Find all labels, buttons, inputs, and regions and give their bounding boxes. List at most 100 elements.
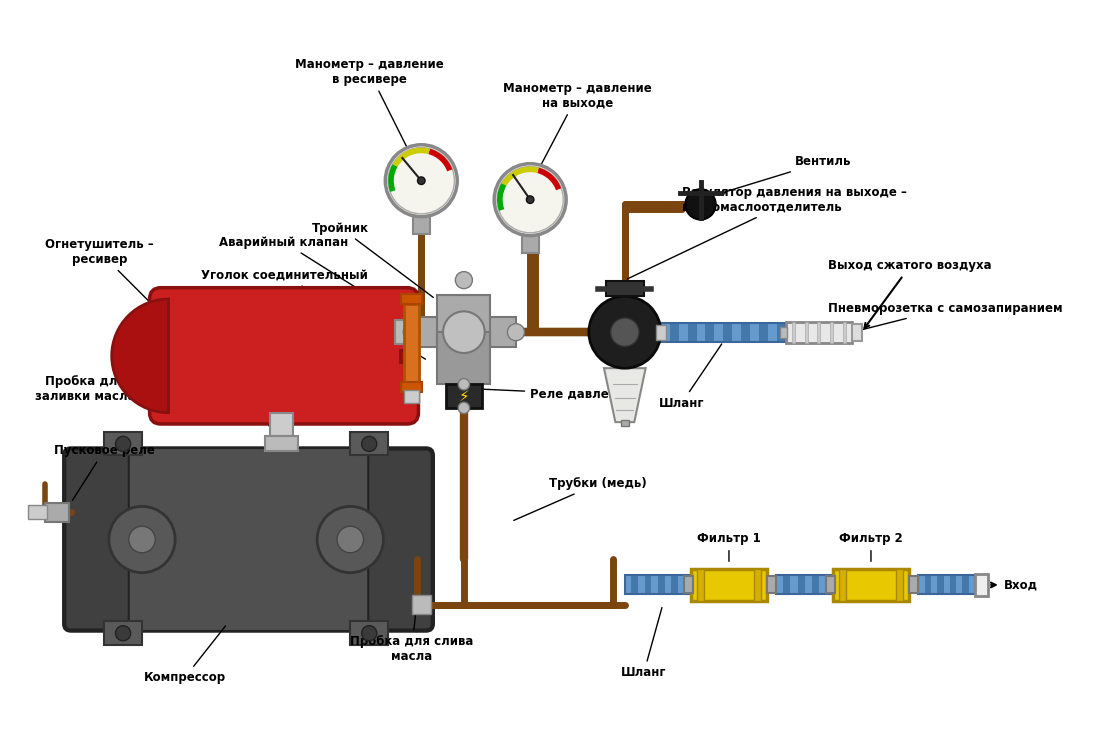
Bar: [696, 323, 705, 341]
Bar: [521, 234, 539, 253]
Bar: [658, 576, 664, 594]
Text: Шланг: Шланг: [659, 344, 722, 410]
Bar: [925, 576, 931, 594]
Text: Компрессор: Компрессор: [143, 626, 226, 684]
Text: Манометр – давление
в ресивере: Манометр – давление в ресивере: [295, 58, 443, 174]
Bar: [777, 576, 783, 594]
Bar: [350, 621, 388, 645]
Text: Вход: Вход: [991, 579, 1037, 591]
Text: Реле давления: Реле давления: [481, 387, 632, 400]
Bar: [918, 576, 925, 594]
Bar: [817, 322, 821, 343]
Bar: [661, 323, 785, 341]
Bar: [621, 420, 628, 426]
Bar: [270, 413, 294, 436]
Bar: [104, 432, 142, 456]
Bar: [805, 322, 807, 343]
Bar: [691, 569, 767, 601]
Text: Фильтр 2: Фильтр 2: [839, 532, 903, 562]
Text: Тройник: Тройник: [312, 222, 433, 298]
Circle shape: [317, 506, 384, 573]
Circle shape: [404, 324, 420, 341]
Bar: [670, 323, 679, 341]
Bar: [638, 576, 645, 594]
Circle shape: [385, 145, 458, 217]
Bar: [825, 577, 835, 594]
FancyBboxPatch shape: [65, 450, 129, 629]
Text: Пробка для слива
масла: Пробка для слива масла: [350, 608, 473, 663]
Bar: [937, 576, 944, 594]
Bar: [664, 576, 671, 594]
Bar: [678, 576, 684, 594]
Bar: [438, 295, 491, 347]
Text: ⚡: ⚡: [459, 389, 470, 404]
Circle shape: [494, 164, 566, 236]
Bar: [688, 323, 696, 341]
Bar: [679, 323, 688, 341]
Bar: [843, 322, 846, 343]
Bar: [651, 576, 658, 594]
Circle shape: [109, 506, 175, 573]
Bar: [411, 317, 516, 347]
Bar: [792, 322, 795, 343]
Bar: [714, 323, 724, 341]
Text: Уголок соединительный: Уголок соединительный: [200, 269, 426, 359]
Bar: [818, 576, 826, 594]
Circle shape: [507, 324, 525, 341]
Bar: [826, 576, 833, 594]
Bar: [661, 323, 670, 341]
Bar: [759, 323, 768, 341]
Bar: [684, 576, 691, 594]
Bar: [768, 323, 777, 341]
Bar: [446, 384, 482, 408]
Bar: [395, 320, 414, 344]
Bar: [839, 569, 846, 601]
Bar: [830, 322, 833, 343]
Text: Пневморозетка с самозапиранием: Пневморозетка с самозапиранием: [828, 302, 1063, 332]
Bar: [962, 576, 969, 594]
Bar: [798, 576, 805, 594]
Circle shape: [459, 402, 470, 413]
Text: Аварийный клапан: Аварийный клапан: [219, 236, 409, 321]
Bar: [412, 214, 430, 234]
Text: Шланг: Шланг: [621, 608, 667, 680]
Bar: [975, 574, 989, 597]
Bar: [909, 577, 918, 594]
Bar: [350, 432, 388, 456]
Bar: [780, 326, 786, 338]
Bar: [852, 324, 861, 341]
Circle shape: [685, 189, 716, 220]
Text: Пробка для слива
конденсата и масла: Пробка для слива конденсата и масла: [187, 390, 324, 448]
Bar: [754, 569, 761, 601]
Bar: [895, 569, 903, 601]
Bar: [438, 332, 491, 384]
Text: Трубки (медь): Трубки (медь): [514, 477, 647, 520]
Bar: [944, 576, 950, 594]
Bar: [733, 323, 741, 341]
Bar: [724, 323, 733, 341]
Bar: [969, 576, 975, 594]
Circle shape: [362, 626, 377, 641]
Bar: [625, 576, 631, 594]
Bar: [645, 576, 651, 594]
Bar: [402, 295, 422, 303]
Circle shape: [443, 312, 485, 353]
Bar: [631, 576, 638, 594]
Circle shape: [129, 526, 155, 553]
Text: Регулятор давления на выходе –
влагомаслоотделитель: Регулятор давления на выходе – влагомасл…: [627, 186, 906, 279]
Circle shape: [362, 436, 377, 451]
Text: Фильтр 1: Фильтр 1: [697, 532, 761, 562]
Bar: [777, 323, 785, 341]
Bar: [683, 577, 693, 594]
Bar: [671, 576, 678, 594]
FancyBboxPatch shape: [368, 450, 431, 629]
Bar: [29, 505, 47, 519]
Text: Огнетушитель –
ресивер: Огнетушитель – ресивер: [45, 237, 187, 340]
FancyBboxPatch shape: [150, 288, 418, 424]
Bar: [402, 382, 422, 392]
Bar: [265, 436, 298, 450]
Bar: [404, 303, 419, 384]
Text: Пусковое реле: Пусковое реле: [54, 444, 155, 500]
Bar: [696, 569, 704, 601]
Bar: [767, 577, 777, 594]
